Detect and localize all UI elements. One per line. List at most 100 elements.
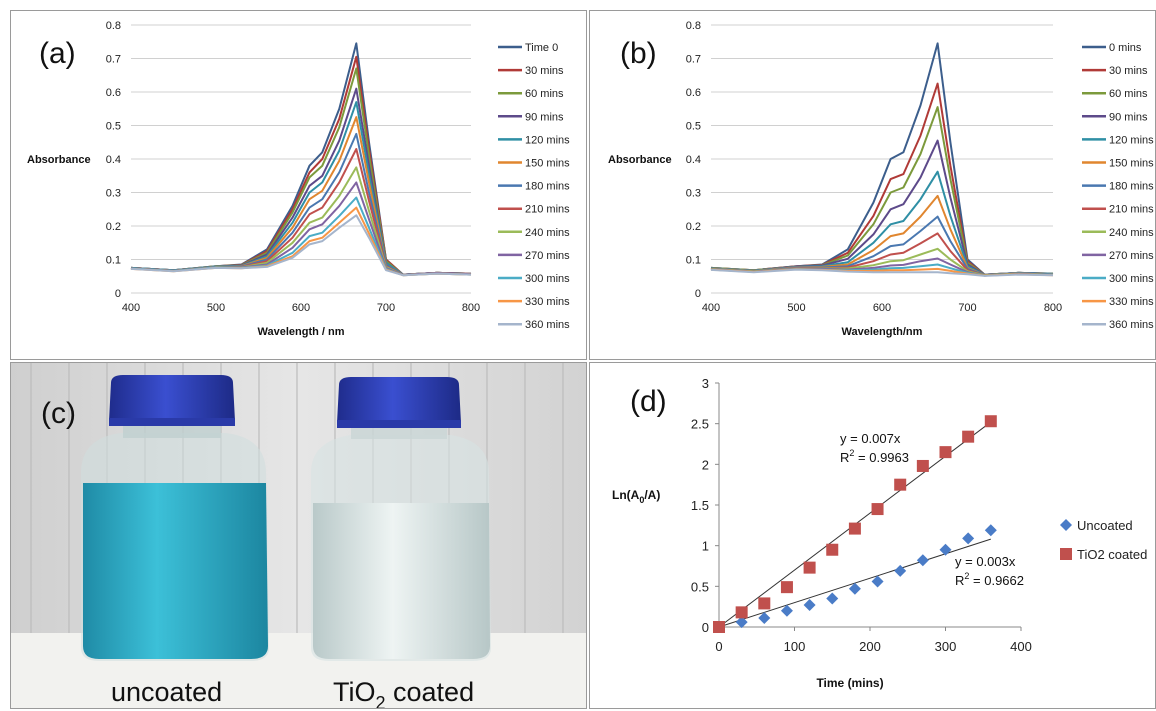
legend-marker (1060, 519, 1072, 531)
legend-label: 150 mins (525, 158, 570, 170)
y-tick-label: 0.1 (106, 255, 121, 267)
x-tick-label: 600 (292, 302, 310, 314)
y-axis-label: Absorbance (608, 154, 672, 166)
legend-label: Time 0 (525, 42, 558, 54)
series-line (130, 55, 472, 276)
legend-label: TiO2 coated (1077, 547, 1147, 562)
r-squared-uncoated: R2 = 0.9662 (955, 571, 1024, 588)
data-point-tio2-coated (848, 522, 861, 535)
y-tick-label: 0.5 (691, 579, 709, 594)
series-line (130, 87, 472, 276)
x-axis-label: Wavelength/nm (842, 326, 923, 338)
equation-uncoated: y = 0.003x (955, 554, 1016, 569)
series-line (710, 106, 1054, 276)
legend-label: 270 mins (525, 250, 570, 262)
chart-d: (d) 0 0.5 1 1.5 2 2.5 3 0 100 200 300 400 Time (mins)… (612, 376, 1147, 690)
y-tick-label: 1.5 (691, 498, 709, 513)
panel-a: (a) 0 0.1 0.2 0.3 0.4 0.5 0.6 0.7 0.8 400 500 600 700… (10, 10, 587, 360)
data-point-tio2-coated (916, 459, 929, 472)
bottle-uncoated (81, 375, 269, 661)
data-point-uncoated (962, 532, 975, 545)
caption-tio2-coated: TiO2 coated (333, 677, 474, 709)
legend-label: 180 mins (525, 181, 570, 193)
y-axis-label: Absorbance (27, 154, 91, 166)
legend-label: 90 mins (1109, 111, 1148, 123)
y-tick-label: 0.4 (106, 154, 121, 166)
chart-b: (b) 0 0.1 0.2 0.3 0.4 0.5 0.6 0.7 0.8 400 500 600 700… (608, 20, 1154, 338)
x-tick-label: 500 (787, 302, 805, 314)
x-tick-label: 200 (859, 639, 881, 654)
data-point-tio2-coated (984, 415, 997, 428)
data-point-uncoated (826, 592, 839, 605)
chart-a: (a) 0 0.1 0.2 0.3 0.4 0.5 0.6 0.7 0.8 400 500 600 700… (27, 20, 570, 338)
data-point-uncoated (758, 612, 771, 625)
panel-label-a: (a) (39, 37, 76, 70)
data-point-tio2-coated (826, 543, 839, 556)
y-tick-label: 0.8 (106, 20, 121, 32)
legend-label: 330 mins (525, 296, 570, 308)
x-tick-label: 700 (958, 302, 976, 314)
legend-label: 60 mins (1109, 88, 1148, 100)
panel-b: (b) 0 0.1 0.2 0.3 0.4 0.5 0.6 0.7 0.8 400 500 600 700… (589, 10, 1156, 360)
photo-bottles: (c) uncoated TiO2 coated (11, 363, 586, 709)
data-point-tio2-coated (758, 597, 771, 610)
y-tick-label: 0.6 (686, 87, 701, 99)
x-tick-label: 400 (702, 302, 720, 314)
y-tick-label: 0.4 (686, 154, 701, 166)
data-point-tio2-coated (780, 581, 793, 594)
data-point-tio2-coated (962, 430, 975, 443)
x-tick-label: 800 (462, 302, 480, 314)
x-tick-label: 500 (207, 302, 225, 314)
data-point-tio2-coated (894, 478, 907, 491)
y-tick-label: 0 (115, 288, 121, 300)
caption-uncoated: uncoated (111, 677, 222, 707)
legend-label: 150 mins (1109, 158, 1154, 170)
panel-d: (d) 0 0.5 1 1.5 2 2.5 3 0 100 200 300 400 Time (mins)… (589, 362, 1156, 709)
y-tick-label: 0 (702, 620, 709, 635)
y-tick-label: 0.5 (686, 121, 701, 133)
legend-label: 360 mins (1109, 319, 1154, 331)
panel-label-c: (c) (41, 397, 76, 430)
x-tick-label: 800 (1044, 302, 1062, 314)
legend-label: 360 mins (525, 319, 570, 331)
y-tick-label: 0.3 (686, 188, 701, 200)
legend-label: 30 mins (525, 65, 564, 77)
legend-label: 210 mins (1109, 204, 1154, 216)
legend-label: 30 mins (1109, 65, 1148, 77)
data-point-tio2-coated (871, 503, 884, 516)
legend-label: 210 mins (525, 204, 570, 216)
y-tick-label: 0.5 (106, 121, 121, 133)
legend-label: 240 mins (1109, 227, 1154, 239)
y-tick-label: 0.2 (106, 221, 121, 233)
legend-label: 90 mins (525, 111, 564, 123)
data-point-tio2-coated (735, 606, 748, 619)
data-point-uncoated (803, 599, 816, 612)
legend-marker (1060, 548, 1072, 560)
panel-label-d: (d) (630, 385, 667, 418)
data-point-uncoated (939, 543, 952, 556)
x-axis-label: Wavelength / nm (258, 326, 345, 338)
legend-label: 60 mins (525, 88, 564, 100)
data-point-uncoated (916, 554, 929, 567)
legend-label: 270 mins (1109, 250, 1154, 262)
panel-c: (c) uncoated TiO2 coated (10, 362, 587, 709)
panel-label-b: (b) (620, 37, 657, 70)
x-axis-label: Time (mins) (816, 676, 883, 690)
x-tick-label: 400 (1010, 639, 1032, 654)
legend-label: 120 mins (1109, 134, 1154, 146)
y-tick-label: 0.6 (106, 87, 121, 99)
data-point-tio2-coated (939, 446, 952, 459)
y-tick-label: 2.5 (691, 417, 709, 432)
y-tick-label: 0.2 (686, 221, 701, 233)
legend-label: 120 mins (525, 134, 570, 146)
y-tick-label: 0.7 (686, 54, 701, 66)
legend-label: 0 mins (1109, 42, 1142, 54)
series-line (130, 214, 472, 277)
equation-tio2-coated: y = 0.007x (840, 431, 901, 446)
legend-label: 180 mins (1109, 181, 1154, 193)
r-squared-tio2-coated: R2 = 0.9963 (840, 448, 909, 465)
legend-label: 330 mins (1109, 296, 1154, 308)
data-point-tio2-coated (803, 561, 816, 574)
data-point-tio2-coated (713, 621, 725, 633)
y-tick-label: 3 (702, 376, 709, 391)
